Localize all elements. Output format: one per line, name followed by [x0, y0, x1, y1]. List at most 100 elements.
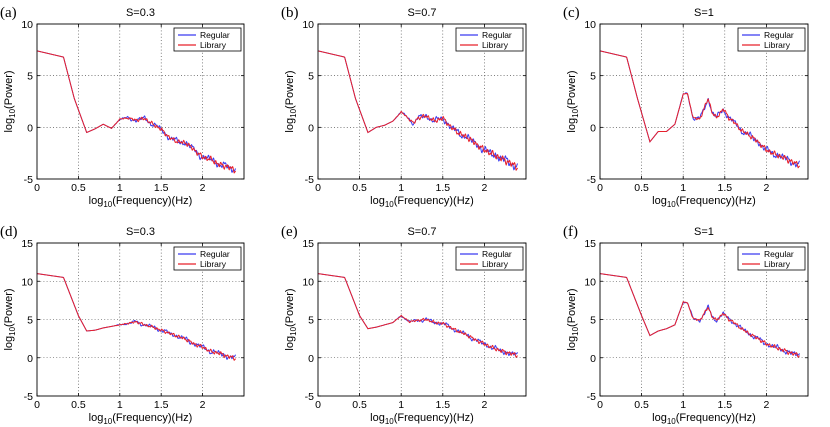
y-tick-label: 10: [302, 276, 314, 288]
y-axis-label: log10(Power): [3, 70, 17, 132]
legend-label: Library: [764, 40, 791, 50]
y-axis-label: log10(Power): [3, 288, 17, 350]
x-tick-label: 1.5: [154, 182, 169, 194]
y-axis-label: log10(Power): [284, 288, 298, 350]
y-tick-label: 0: [27, 353, 33, 365]
y-tick-label: 0: [308, 122, 314, 134]
x-tick-label: 1: [680, 182, 686, 194]
y-tick-label: 0: [308, 353, 314, 365]
chart-panel: 0 0.5 1 1.5 2-50510RegularLibraryS=0.7(b)log…: [281, 5, 527, 209]
panel-label: (a): [0, 5, 17, 21]
y-tick-label: 5: [590, 315, 596, 327]
series-line-library: [36, 50, 237, 174]
x-tick-label: 0.5: [71, 182, 86, 194]
legend-label: Regular: [764, 249, 794, 259]
y-tick-label: 5: [27, 71, 33, 83]
y-tick-label: 0: [27, 122, 33, 134]
y-tick-label: 10: [21, 276, 33, 288]
x-tick-label: 1: [398, 182, 404, 194]
y-tick-label: 10: [584, 276, 596, 288]
legend-label: Library: [764, 259, 791, 269]
y-tick-label: -5: [24, 391, 33, 403]
chart-panel: 0 0.5 1 1.5 2-50510RegularLibraryS=0.3(a)log…: [0, 5, 245, 209]
chart-title: S=0.7: [407, 226, 436, 238]
panel-label: (f): [563, 224, 578, 240]
x-tick-label: 0: [315, 399, 321, 411]
y-tick-label: 5: [27, 315, 33, 327]
axes-frame: [36, 23, 245, 180]
x-tick-label: 1: [117, 182, 123, 194]
chart-panel: 0 0.5 1 1.5 2-5051015RegularLibraryS=1(f)log…: [563, 224, 809, 426]
x-tick-label: 1.5: [435, 182, 450, 194]
chart-panel: 0 0.5 1 1.5 2-5051015RegularLibraryS=0.3(d)l…: [0, 224, 245, 426]
chart-title: S=0.3: [126, 7, 155, 19]
panel-label: (c): [563, 5, 580, 21]
y-axis-label: log10(Power): [566, 70, 580, 132]
y-tick-label: 10: [584, 19, 596, 31]
y-tick-label: 0: [590, 353, 596, 365]
chart-panel: 0 0.5 1 1.5 2-50510RegularLibraryS=1(c)log10…: [563, 5, 809, 209]
x-tick-label: 2: [763, 182, 769, 194]
x-tick-label: 2: [200, 182, 206, 194]
y-tick-label: -5: [305, 391, 314, 403]
axes-frame: [599, 23, 809, 180]
legend-label: Library: [200, 259, 227, 269]
y-tick-label: 10: [302, 19, 314, 31]
x-tick-label: 0.5: [634, 399, 649, 411]
y-tick-label: 15: [584, 238, 596, 250]
axes-frame: [599, 242, 809, 397]
y-axis-label: log10(Power): [566, 288, 580, 350]
x-tick-label: 1.5: [154, 399, 169, 411]
series-line-library: [599, 50, 801, 169]
x-tick-label: 0: [597, 182, 603, 194]
x-tick-label: 1: [680, 399, 686, 411]
x-axis-label: log10(Frequency)(Hz): [370, 412, 474, 426]
x-tick-label: 1.5: [717, 399, 732, 411]
axes-frame: [317, 242, 527, 397]
legend-label: Library: [482, 40, 509, 50]
legend-label: Regular: [482, 30, 512, 40]
chart-title: S=1: [694, 226, 714, 238]
series-line-library: [36, 273, 236, 361]
x-tick-label: 2: [481, 399, 487, 411]
panel-label: (e): [281, 224, 298, 240]
y-tick-label: -5: [305, 174, 314, 186]
y-tick-label: -5: [587, 174, 596, 186]
x-tick-label: 1.5: [435, 399, 450, 411]
y-tick-label: 15: [302, 238, 314, 250]
chart-panel: 0 0.5 1 1.5 2-5051015RegularLibraryS=0.7(e)l…: [281, 224, 527, 426]
y-tick-label: 10: [21, 19, 33, 31]
panel-label: (d): [0, 224, 18, 240]
chart-title: S=0.3: [126, 226, 155, 238]
x-tick-label: 1.5: [717, 182, 732, 194]
y-tick-label: 5: [308, 315, 314, 327]
x-tick-label: 1: [117, 399, 123, 411]
legend-label: Regular: [482, 249, 512, 259]
x-axis-label: log10(Frequency)(Hz): [89, 412, 193, 426]
y-tick-label: -5: [587, 391, 596, 403]
axes-frame: [317, 23, 527, 180]
legend-label: Regular: [200, 249, 230, 259]
chart-title: S=1: [694, 7, 714, 19]
x-axis-label: log10(Frequency)(Hz): [652, 195, 756, 209]
y-tick-label: 5: [308, 71, 314, 83]
x-tick-label: 0: [597, 399, 603, 411]
x-axis-label: log10(Frequency)(Hz): [370, 195, 474, 209]
panel-label: (b): [281, 5, 299, 21]
x-tick-label: 2: [481, 182, 487, 194]
x-tick-label: 0: [34, 399, 40, 411]
series-line-library: [317, 50, 519, 172]
legend-label: Library: [200, 40, 227, 50]
x-axis-label: log10(Frequency)(Hz): [652, 412, 756, 426]
axes-frame: [36, 242, 245, 397]
x-tick-label: 0.5: [71, 399, 86, 411]
legend-label: Regular: [764, 30, 794, 40]
y-tick-label: -5: [24, 174, 33, 186]
y-tick-label: 15: [21, 238, 33, 250]
x-tick-label: 0: [315, 182, 321, 194]
y-axis-label: log10(Power): [284, 70, 298, 132]
x-tick-label: 2: [763, 399, 769, 411]
x-tick-label: 0.5: [634, 182, 649, 194]
x-tick-label: 1: [398, 399, 404, 411]
